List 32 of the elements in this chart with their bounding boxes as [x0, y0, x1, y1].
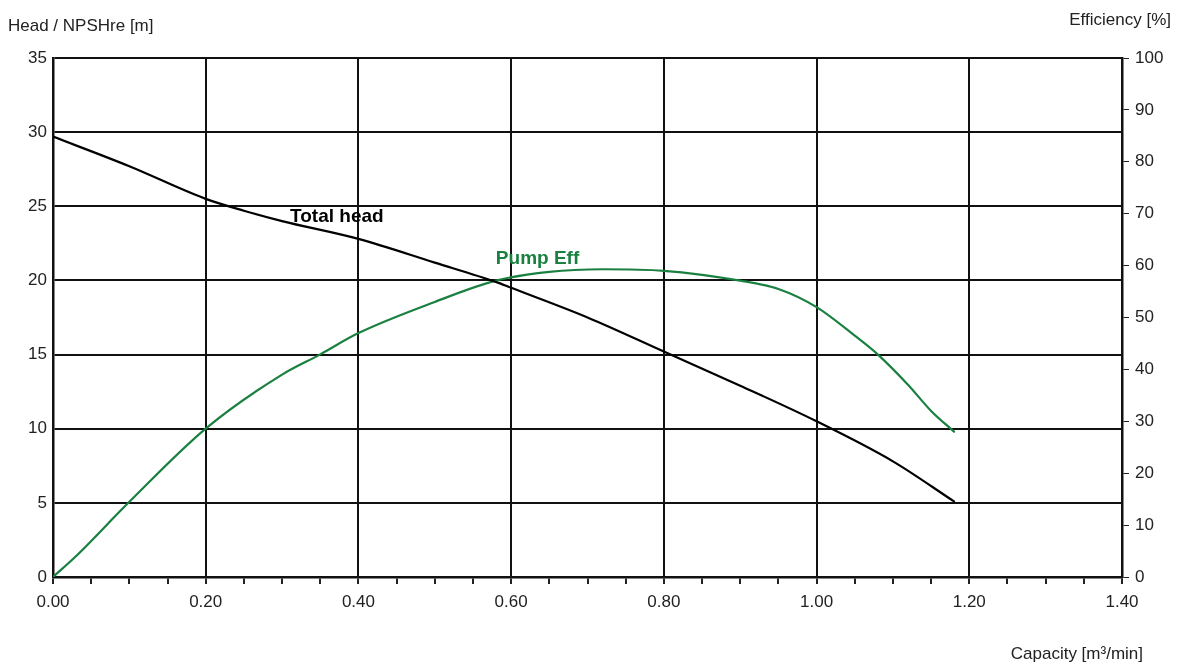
- y2-tick-label: 30: [1135, 410, 1154, 430]
- x-tick-label: 1.00: [800, 591, 834, 611]
- x-tick-label: 1.40: [1105, 591, 1139, 611]
- y-tick-label: 35: [28, 47, 47, 67]
- y2-axis-title: Efficiency [%]: [1069, 9, 1171, 29]
- y-tick-label: 0: [37, 566, 47, 586]
- x-tick-label: 0.80: [647, 591, 681, 611]
- y2-tick-label: 10: [1135, 514, 1154, 534]
- y2-tick-label: 100: [1135, 47, 1164, 67]
- y-tick-label: 30: [28, 121, 47, 141]
- y-tick-label: 15: [28, 344, 47, 364]
- line-series: [53, 135, 956, 503]
- y2-tick-label: 60: [1135, 255, 1154, 275]
- y-axis-title: Head / NPSHre [m]: [8, 15, 154, 35]
- y2-tick-label: 80: [1135, 151, 1154, 171]
- y-tick-label: 5: [37, 492, 47, 512]
- line-series: [53, 268, 956, 577]
- y2-tick-label: 0: [1135, 566, 1145, 586]
- y2-tick-label: 40: [1135, 359, 1154, 379]
- y-tick-label: 10: [28, 418, 47, 438]
- y2-tick-label: 50: [1135, 307, 1154, 327]
- y2-tick-label: 70: [1135, 203, 1154, 223]
- y2-tick-label: 20: [1135, 462, 1154, 482]
- x-tick-label: 0.20: [189, 591, 223, 611]
- x-tick-label: 0.40: [341, 591, 375, 611]
- x-tick-label: 1.20: [952, 591, 986, 611]
- x-tick-label: 0.00: [36, 591, 70, 611]
- x-tick-label: 0.60: [494, 591, 528, 611]
- x-axis-title: Capacity [m³/min]: [1010, 643, 1143, 663]
- y2-tick-label: 90: [1135, 99, 1154, 119]
- y-tick-label: 25: [28, 195, 47, 215]
- y-tick-label: 20: [28, 270, 47, 290]
